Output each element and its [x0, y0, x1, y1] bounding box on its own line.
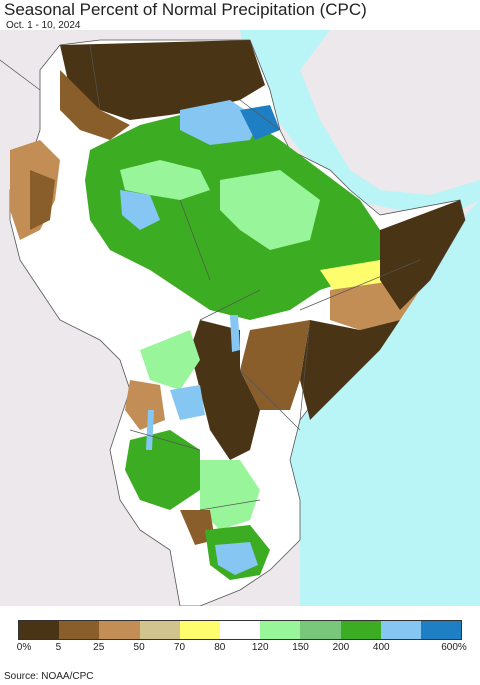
zone-dry-east	[190, 320, 260, 460]
zone-west-brown	[30, 170, 55, 230]
zone-blue-north	[180, 100, 260, 145]
zone-green-tanzania	[125, 430, 200, 510]
zone-dark-blue-north	[240, 105, 280, 140]
zone-light-green-1	[120, 160, 210, 200]
legend-swatch-7	[300, 621, 341, 639]
legend-labels: 0% 5 25 50 70 80 120 150 200 400 600%	[0, 642, 480, 656]
zone-blue-south	[215, 542, 258, 575]
legend-swatch-9	[380, 621, 421, 639]
legend-label-4: 70	[173, 642, 186, 653]
precipitation-map	[0, 30, 480, 606]
legend-label-7: 150	[292, 642, 309, 653]
zone-dry-somalia-south	[300, 320, 400, 420]
legend-swatch-3	[139, 621, 180, 639]
legend-label-0: 0%	[16, 642, 32, 653]
legend-label-9: 400	[372, 642, 390, 653]
indian-ocean	[290, 200, 480, 606]
legend-label-10: 600%	[441, 642, 467, 653]
legend-label-2: 25	[93, 642, 105, 653]
zone-dry-north	[60, 40, 265, 120]
legend-swatch-6	[260, 621, 301, 639]
legend-label-8: 200	[332, 642, 350, 653]
legend-swatch-0	[19, 621, 60, 639]
legend-swatch-5	[219, 621, 261, 639]
legend-swatch-1	[59, 621, 100, 639]
zone-light-green-tanzania	[200, 460, 260, 530]
legend-label-3: 50	[133, 642, 145, 653]
lake-victoria	[170, 385, 205, 420]
legend-label-1: 5	[55, 642, 62, 653]
arabian-peninsula	[300, 30, 480, 195]
zone-light-green-2	[220, 170, 320, 250]
legend-swatch-2	[99, 621, 140, 639]
legend-label-6: 120	[251, 642, 269, 653]
legend-swatch-4	[179, 621, 220, 639]
date-range: Oct. 1 - 10, 2024	[6, 20, 81, 31]
zone-tan-west	[125, 380, 165, 430]
zone-dry-somalia-north	[380, 200, 465, 310]
zone-blue-west	[120, 190, 160, 230]
legend-swatch-8	[340, 621, 381, 639]
country-borders	[0, 44, 421, 511]
legend-swatch-10	[420, 621, 462, 639]
lake-tanganyika	[146, 410, 154, 450]
map-title: Seasonal Percent of Normal Precipitation…	[4, 0, 367, 19]
map-svg	[0, 30, 480, 606]
legend-bar	[18, 620, 462, 640]
source-label: Source: NOAA/CPC	[4, 671, 94, 682]
legend-label-5: 80	[214, 642, 226, 653]
lake-turkana	[230, 315, 240, 352]
zone-light-green-south	[140, 330, 200, 390]
zone-below-north	[60, 70, 130, 140]
